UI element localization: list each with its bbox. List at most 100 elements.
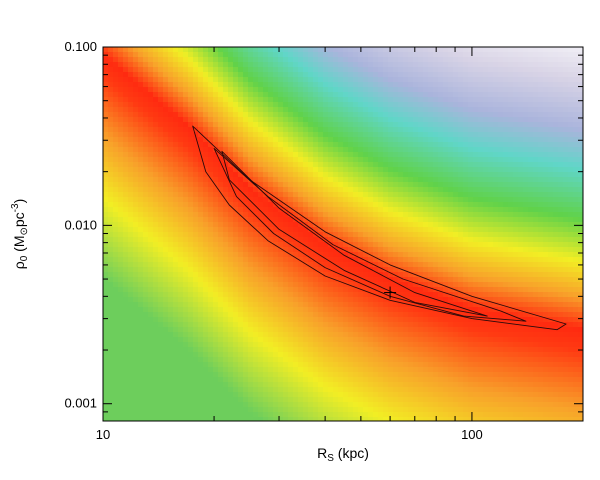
heatmap-cell [253, 307, 259, 313]
heatmap-cell [348, 207, 354, 213]
heatmap-cell [128, 367, 134, 373]
heatmap-cell [418, 167, 424, 173]
heatmap-cell [218, 302, 224, 308]
heatmap-cell [223, 377, 229, 383]
heatmap-cell [143, 157, 149, 163]
heatmap-cell [238, 92, 244, 98]
heatmap-cell [393, 327, 399, 333]
heatmap-cell [183, 322, 189, 328]
heatmap-cell [178, 157, 184, 163]
heatmap-cell [213, 172, 219, 178]
heatmap-cell [218, 212, 224, 218]
heatmap-cell [143, 202, 149, 208]
heatmap-cell [393, 102, 399, 108]
heatmap-cell [318, 372, 324, 378]
heatmap-cell [138, 167, 144, 173]
heatmap-cell [138, 272, 144, 278]
heatmap-cell [223, 122, 229, 128]
heatmap-cell [313, 102, 319, 108]
heatmap-cell [348, 402, 354, 408]
heatmap-cell [208, 137, 214, 143]
heatmap-cell [398, 72, 404, 78]
heatmap-cell [423, 347, 429, 353]
heatmap-cell [293, 382, 299, 388]
heatmap-cell [203, 277, 209, 283]
heatmap-cell [128, 142, 134, 148]
heatmap-cell [343, 137, 349, 143]
heatmap-cell [403, 312, 409, 318]
heatmap-cell [188, 342, 194, 348]
heatmap-cell [363, 347, 369, 353]
heatmap-cell [343, 87, 349, 93]
heatmap-cell [108, 242, 114, 248]
heatmap-cell [358, 52, 364, 58]
heatmap-cell [258, 237, 264, 243]
heatmap-cell [128, 392, 134, 398]
heatmap-cell [228, 302, 234, 308]
heatmap-cell [123, 207, 129, 213]
heatmap-cell [143, 117, 149, 123]
heatmap-cell [313, 277, 319, 283]
heatmap-cell [218, 347, 224, 353]
heatmap-cell [298, 122, 304, 128]
heatmap-cell [378, 207, 384, 213]
heatmap-cell [183, 272, 189, 278]
heatmap-cell [163, 207, 169, 213]
heatmap-cell [153, 152, 159, 158]
heatmap-cell [413, 392, 419, 398]
heatmap-cell [338, 412, 344, 418]
heatmap-cell [418, 92, 424, 98]
heatmap-cell [208, 52, 214, 58]
heatmap-cell [408, 292, 414, 298]
heatmap-cell [128, 222, 134, 228]
heatmap-cell [213, 322, 219, 328]
heatmap-cell [218, 272, 224, 278]
heatmap-cell [118, 152, 124, 158]
heatmap-cell [203, 142, 209, 148]
heatmap-cell [368, 142, 374, 148]
heatmap-cell [308, 162, 314, 168]
heatmap-cell [358, 392, 364, 398]
heatmap-cell [238, 187, 244, 193]
heatmap-cell [198, 327, 204, 333]
heatmap-cell [323, 132, 329, 138]
heatmap-cell [408, 367, 414, 373]
heatmap-cell [248, 172, 254, 178]
heatmap-cell [313, 417, 319, 421]
heatmap-cell [428, 212, 434, 218]
heatmap-cell [133, 377, 139, 383]
heatmap-cell [363, 182, 369, 188]
heatmap-cell [428, 317, 434, 323]
heatmap-cell [138, 257, 144, 263]
heatmap-cell [103, 232, 109, 238]
heatmap-cell [198, 272, 204, 278]
heatmap-cell [423, 122, 429, 128]
heatmap-cell [388, 322, 394, 328]
heatmap-cell [368, 242, 374, 248]
heatmap-cell [313, 182, 319, 188]
heatmap-cell [408, 242, 414, 248]
heatmap-cell [423, 382, 429, 388]
heatmap-cell [208, 47, 214, 53]
heatmap-cell [253, 67, 259, 73]
heatmap-cell [178, 312, 184, 318]
heatmap-cell [428, 257, 434, 263]
heatmap-cell [428, 327, 434, 333]
heatmap-cell [328, 337, 334, 343]
heatmap-cell [298, 362, 304, 368]
heatmap-cell [193, 397, 199, 403]
heatmap-cell [228, 207, 234, 213]
heatmap-cell [233, 317, 239, 323]
heatmap-cell [388, 177, 394, 183]
heatmap-cell [248, 397, 254, 403]
heatmap-cell [408, 332, 414, 338]
heatmap-cell [103, 352, 109, 358]
heatmap-cell [233, 377, 239, 383]
heatmap-cell [388, 192, 394, 198]
heatmap-cell [153, 247, 159, 253]
heatmap-cell [103, 417, 109, 421]
heatmap-cell [293, 392, 299, 398]
heatmap-cell [188, 172, 194, 178]
heatmap-cell [158, 367, 164, 373]
heatmap-cell [128, 342, 134, 348]
